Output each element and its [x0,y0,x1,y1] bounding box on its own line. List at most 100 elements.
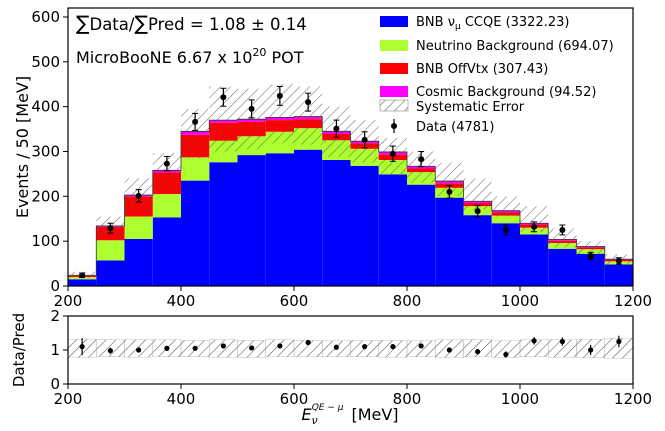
bar-series0-bin12 [407,184,436,286]
ratio-point [616,335,622,348]
data-marker [79,272,86,279]
legend: BNB νμ CCQE (3322.23) Neutrino Backgroun… [379,15,614,135]
svg-text:MicroBooNE 6.67 x 1020 POT: MicroBooNE 6.67 x 1020 POT [76,46,304,67]
data-point [502,224,509,236]
legend-label-data: Data (4781) [416,120,494,135]
bar-series0-bin14 [463,215,492,286]
data-marker [502,226,509,233]
data-point [220,87,227,107]
top-x-tick-label: 600 [280,292,309,310]
bar-series1-bin15 [491,215,520,224]
data-marker [531,223,538,230]
top-x-tick-label: 800 [393,292,422,310]
ratio-point [531,337,537,345]
ratio-band-bin12 [406,340,436,357]
ratio-x-tick-label: 800 [393,390,422,408]
legend-swatch-offvtx [380,63,408,74]
data-marker [135,192,142,199]
ratio-x-tick-label: 1000 [501,390,539,408]
ratio-y-tick-label: 1 [50,341,60,359]
data-marker [192,118,199,125]
bar-series1-bin3 [152,194,181,218]
ratio-y-tick-label: 2 [50,307,60,325]
bar-series0-bin6 [237,155,266,286]
data-marker [474,208,481,215]
data-point [446,185,453,199]
ratio-y-tick-label: 0 [50,375,60,393]
legend-label-cosmic: Cosmic Background (94.52) [416,85,596,100]
bar-series0-bin7 [265,153,294,286]
ratio-x-tick-label: 200 [54,390,83,408]
y-tick-label: 400 [31,98,60,116]
legend-label-nu-bkg: Neutrino Background (694.07) [416,39,614,54]
data-marker [559,226,566,233]
ratio-point [192,345,198,351]
data-point [107,222,114,234]
top-x-tick-label: 1000 [501,292,539,310]
data-point [389,145,396,162]
y-tick-label: 500 [31,53,60,71]
legend-data-marker [391,123,397,129]
bar-series1-bin4 [181,157,210,181]
bar-series0-bin5 [209,162,238,286]
bar-series0-bin17 [548,248,577,286]
bar-series0-bin1 [96,260,125,286]
top-y-axis-label: Events / 50 [MeV] [13,76,32,218]
data-point [248,99,255,119]
ratio-systematic-band [68,337,633,359]
ratio-x-tick-label: 400 [167,390,196,408]
ratio-marker [362,344,368,350]
bar-series0-bin0 [68,279,97,286]
x-axis-label: EνQE − μ [MeV] [301,403,398,427]
bar-series0-bin11 [378,174,407,286]
ratio-point [418,343,424,349]
syst-bin17 [548,228,577,248]
bar-series0-bin8 [294,149,323,286]
bar-series1-bin2 [124,216,153,239]
legend-swatch-syst [379,99,409,112]
data-marker [446,188,453,195]
data-point [361,131,368,149]
ratio-point [79,338,85,356]
data-point [418,150,425,168]
ratio-marker [249,345,255,351]
ratio-marker [107,348,113,354]
data-marker [333,125,340,132]
y-tick-label: 200 [31,187,60,205]
ratio-point [136,347,142,353]
bar-series0-bin4 [181,180,210,286]
ratio-point [503,351,509,358]
ratio-point [588,344,594,356]
data-marker [276,92,283,99]
data-marker [220,94,227,101]
ratio-y-axis: 0 1 2 [50,307,68,393]
ratio-marker [220,343,226,349]
syst-bin18 [576,241,605,256]
ratio-point [164,345,170,351]
ratio-marker [559,338,565,345]
bar-series0-bin3 [152,217,181,286]
ratio-point [277,343,283,349]
data-point [531,221,538,233]
ratio-marker [333,344,339,350]
bar-series1-bin1 [96,240,125,261]
data-marker [389,150,396,157]
ratio-points [79,335,622,358]
bar-series0-bin13 [435,197,464,286]
data-point [333,119,340,138]
top-x-tick-label: 200 [54,292,83,310]
y-tick-label: 600 [31,8,60,26]
ratio-y-axis-label: Data/Pred [10,313,28,387]
bar-series0-bin19 [604,264,633,286]
data-marker [361,136,368,143]
ratio-marker [588,347,594,353]
ratio-marker [277,343,283,349]
ratio-point [390,344,396,350]
y-tick-label: 300 [31,142,60,160]
syst-bin15 [491,196,520,217]
ratio-point [220,343,226,349]
data-point [305,92,312,112]
data-point [559,224,566,236]
bar-series0-bin2 [124,238,153,286]
syst-bin14 [463,178,492,210]
